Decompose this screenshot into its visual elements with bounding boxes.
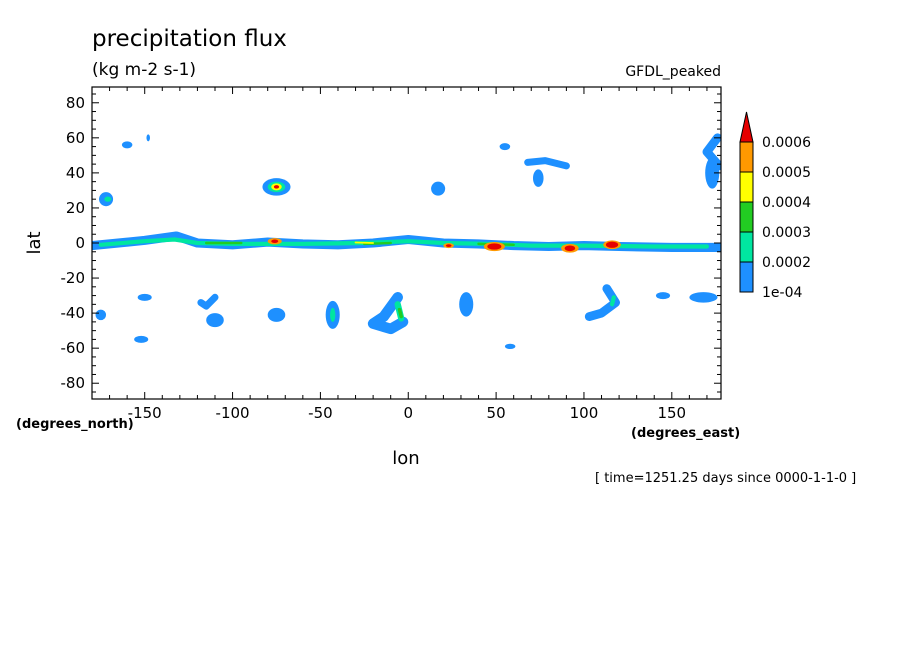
x-tick-label: -150 — [128, 404, 162, 422]
x-tick-label: 150 — [657, 404, 686, 422]
colorbar-label: 0.0006 — [762, 135, 811, 151]
x-tick-label: 50 — [487, 404, 506, 422]
precip-cell-13 — [564, 245, 576, 252]
precip-cell-26 — [499, 143, 511, 151]
precip-cell-35 — [134, 335, 149, 343]
precip-band-5 — [354, 241, 374, 244]
x-tick-label: -100 — [216, 404, 250, 422]
x-units-label: (degrees_east) — [631, 426, 740, 441]
precip-cell-15 — [605, 241, 619, 248]
colorbar-segment — [739, 171, 754, 203]
precip-cell-9 — [445, 244, 452, 248]
x-axis-label: lon — [392, 448, 419, 469]
colorbar-label: 0.0003 — [762, 225, 811, 241]
x-tick-label: 100 — [570, 404, 599, 422]
y-tick-label: 0 — [75, 234, 85, 252]
y-tick-label: 20 — [66, 199, 85, 217]
chart-title: precipitation flux — [92, 26, 287, 52]
precip-cell-19 — [273, 185, 280, 189]
precip-cell-34 — [95, 309, 107, 321]
colorbar-segment — [739, 261, 754, 293]
precip-cell-21 — [104, 196, 112, 202]
y-axis: 80 60 40 20 0 -20 -40 -60 -80 — [61, 93, 721, 393]
precip-band-45 — [609, 295, 616, 307]
precip-cell-30 — [459, 292, 474, 317]
precip-cell-22 — [121, 141, 133, 149]
precip-band-46 — [702, 133, 721, 171]
precip-cell-23 — [146, 134, 150, 142]
x-axis: -150 -100 -50 0 50 100 150 — [109, 87, 708, 422]
precip-band-43 — [397, 307, 403, 319]
precip-cell-33 — [137, 293, 152, 301]
y-axis-label: lat — [24, 231, 45, 254]
colorbar-segment — [739, 141, 754, 173]
precip-cell-7 — [271, 239, 279, 243]
precip-cell-31 — [206, 313, 224, 328]
precip-band-44 — [584, 284, 620, 321]
colorbar-label: 0.0002 — [762, 255, 811, 271]
y-tick-label: 60 — [66, 129, 85, 147]
x-tick-label: -50 — [308, 404, 333, 422]
precip-band-39 — [197, 293, 219, 310]
precip-band-40 — [524, 157, 570, 170]
precip-cell-37 — [655, 292, 671, 300]
precip-cell-29 — [330, 307, 336, 322]
colorbar-segment — [739, 231, 754, 263]
y-tick-label: -60 — [61, 339, 86, 357]
colorbar-segment — [739, 201, 754, 233]
y-units-label: (degrees_north) — [16, 417, 134, 432]
colorbar-label: 0.0005 — [762, 165, 811, 181]
precip-cell-25 — [533, 169, 544, 187]
y-tick-label: 80 — [66, 94, 85, 112]
precip-band-41 — [367, 292, 409, 335]
chart-subtitle: (kg m-2 s-1) — [92, 60, 196, 80]
colorbar-label: 1e-04 — [762, 285, 802, 301]
precip-cell-24 — [431, 181, 446, 196]
dataset-label: GFDL_peaked — [625, 64, 721, 80]
precip-cell-11 — [487, 243, 502, 250]
y-tick-label: 40 — [66, 164, 85, 182]
precip-cell-38 — [504, 343, 516, 350]
colorbar-arrow — [739, 111, 754, 143]
colorbar-label: 0.0004 — [762, 195, 811, 211]
colorbar: 1e-04 0.0002 0.0003 0.0004 0.0005 0.0006 — [739, 111, 811, 301]
y-tick-label: -20 — [61, 269, 86, 287]
precip-cell-36 — [689, 292, 718, 303]
y-tick-label: -40 — [61, 304, 86, 322]
time-label: [ time=1251.25 days since 0000-1-1-0 ] — [595, 471, 856, 486]
y-tick-label: -80 — [61, 374, 86, 392]
x-tick-label: 0 — [403, 404, 413, 422]
precip-cell-32 — [267, 307, 286, 322]
precip-field — [92, 133, 721, 350]
